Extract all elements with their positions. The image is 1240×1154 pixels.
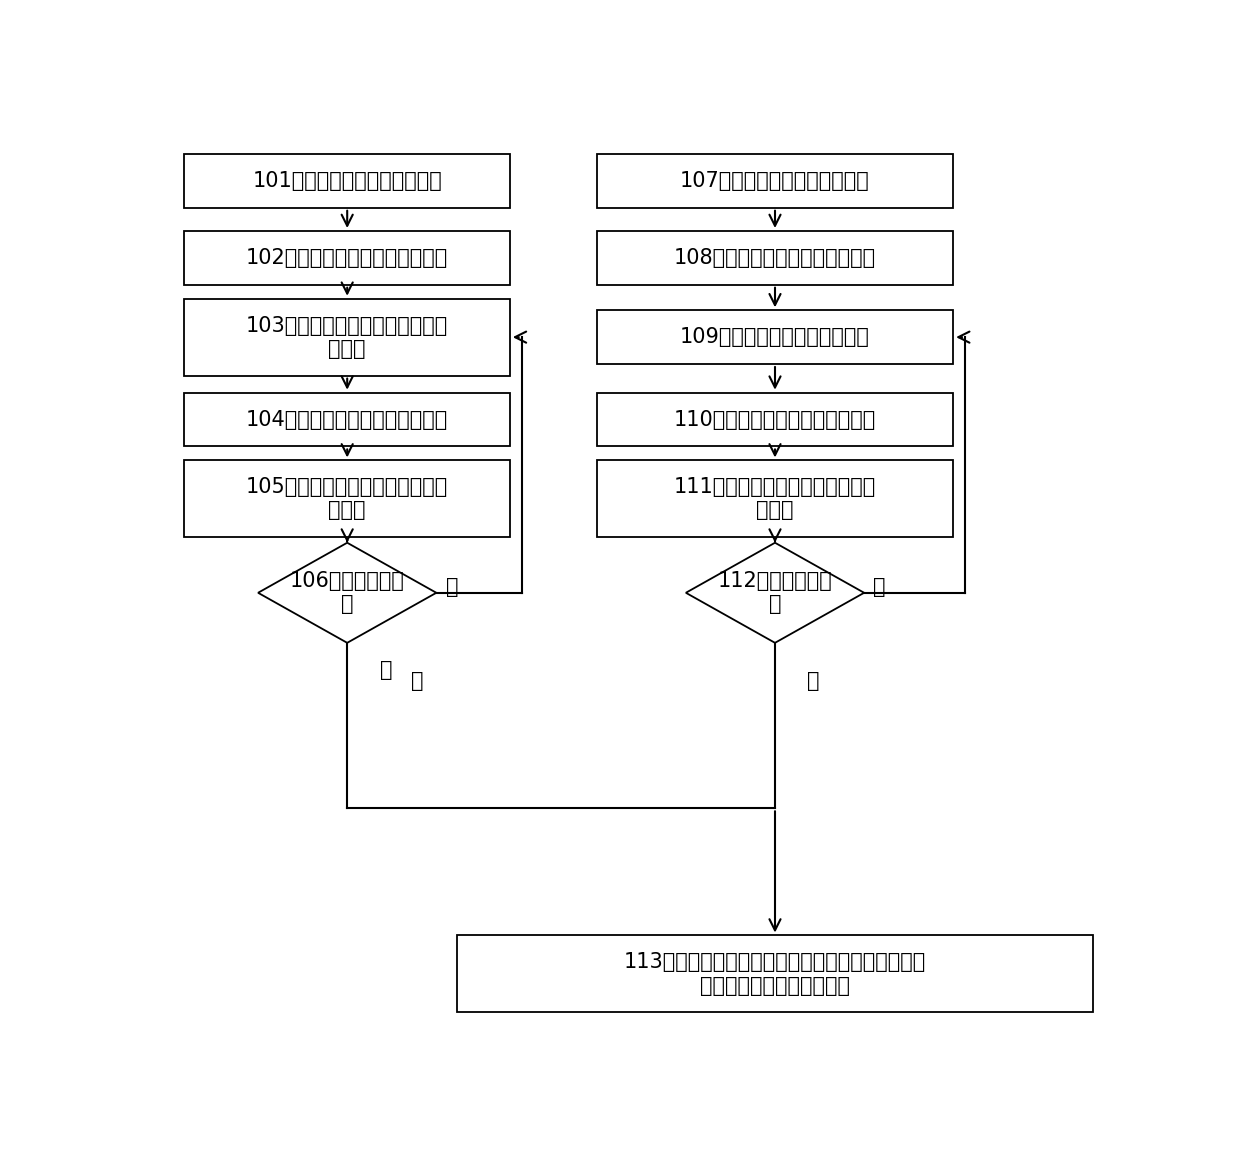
Text: 否: 否: [873, 577, 885, 597]
Text: 105，终端获取第一信号接收强度
并记录: 105，终端获取第一信号接收强度 并记录: [246, 478, 449, 520]
Text: 104，终端与综测仪建立信令连接: 104，终端与综测仪建立信令连接: [246, 410, 449, 429]
Text: 112，是否测试完
成: 112，是否测试完 成: [718, 571, 832, 614]
FancyBboxPatch shape: [185, 153, 510, 208]
Text: 是: 是: [807, 672, 820, 691]
Text: 否: 否: [445, 577, 458, 597]
FancyBboxPatch shape: [596, 231, 954, 285]
FancyBboxPatch shape: [185, 299, 510, 376]
Text: 110，终端与综测仪建立信令连接: 110，终端与综测仪建立信令连接: [673, 410, 877, 429]
FancyBboxPatch shape: [596, 460, 954, 538]
FancyBboxPatch shape: [596, 310, 954, 365]
FancyBboxPatch shape: [458, 936, 1092, 1012]
Text: 111，终端获取第二信号接收强度
并记录: 111，终端获取第二信号接收强度 并记录: [673, 478, 877, 520]
FancyBboxPatch shape: [185, 392, 510, 447]
Text: 是: 是: [410, 672, 423, 691]
Text: 113，根据第一信号接收强度和第二信号接收强度，
确定干扰源对应的干扰强度: 113，根据第一信号接收强度和第二信号接收强度， 确定干扰源对应的干扰强度: [624, 952, 926, 996]
Text: 109，测试人员手动配置综测仪: 109，测试人员手动配置综测仪: [680, 327, 870, 347]
Text: 102，测试人员将终端放入屏蔽箱: 102，测试人员将终端放入屏蔽箱: [246, 248, 449, 268]
Polygon shape: [686, 542, 864, 643]
FancyBboxPatch shape: [185, 460, 510, 538]
Text: 103，测试人员通过电脑手动配置
综测仪: 103，测试人员通过电脑手动配置 综测仪: [246, 315, 449, 359]
Text: 107，测试人员手动关闭干扰源: 107，测试人员手动关闭干扰源: [680, 171, 870, 190]
FancyBboxPatch shape: [596, 392, 954, 447]
Text: 108，测试人员将终端放入屏蔽箱: 108，测试人员将终端放入屏蔽箱: [673, 248, 877, 268]
Text: 106，是否测试完
成: 106，是否测试完 成: [290, 571, 404, 614]
Text: 101，测试人员手动打开干扰源: 101，测试人员手动打开干扰源: [252, 171, 443, 190]
Text: 是: 是: [379, 660, 392, 680]
FancyBboxPatch shape: [596, 153, 954, 208]
Polygon shape: [258, 542, 436, 643]
FancyBboxPatch shape: [185, 231, 510, 285]
